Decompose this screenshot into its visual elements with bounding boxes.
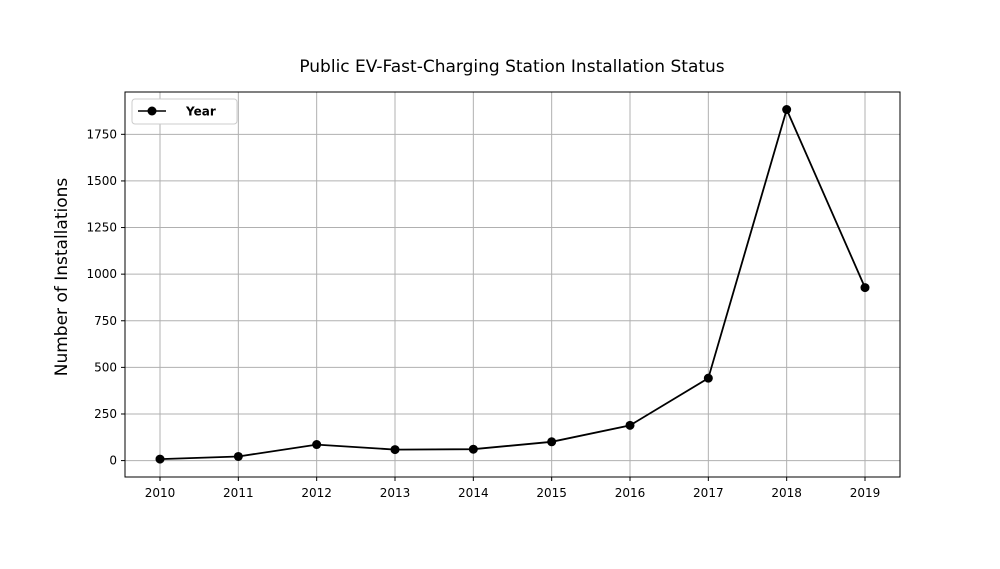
data-point [468, 444, 478, 454]
series-layer [155, 105, 870, 464]
legend-box [131, 98, 238, 125]
x-tick-label: 2011 [223, 486, 254, 500]
x-tick-label: 2012 [301, 486, 332, 500]
data-point [860, 283, 870, 293]
data-point [547, 437, 557, 447]
data-point [312, 440, 322, 450]
x-tick-label: 2010 [145, 486, 176, 500]
y-tick-label: 250 [94, 407, 117, 421]
x-tick-label: 2019 [850, 486, 881, 500]
y-tick-label: 500 [94, 360, 117, 374]
y-tick-label: 1750 [86, 127, 117, 141]
legend: Year [131, 98, 238, 125]
y-tick-label: 1500 [86, 174, 117, 188]
y-tick-label: 0 [109, 454, 117, 468]
data-point [155, 454, 165, 464]
y-tick-label: 750 [94, 314, 117, 328]
data-point [782, 105, 792, 115]
x-axis: 2010 2011 2012 2013 2014 2015 2016 2017 2018 2019 [145, 477, 881, 500]
data-point [390, 445, 400, 455]
chart-title: Public EV-Fast-Charging Station Installa… [299, 57, 724, 77]
x-tick-label: 2014 [458, 486, 489, 500]
legend-marker-swatch [147, 106, 157, 116]
series-line [159, 106, 866, 460]
y-tick-label: 1250 [86, 221, 117, 235]
y-tick-label: 1000 [86, 267, 117, 281]
x-tick-label: 2015 [536, 486, 567, 500]
x-tick-label: 2017 [693, 486, 724, 500]
data-point [233, 451, 243, 461]
plot-frame [124, 91, 901, 478]
x-tick-label: 2013 [380, 486, 411, 500]
data-point [625, 420, 635, 430]
data-point [703, 373, 713, 383]
y-axis: 0 250 500 750 1000 1250 1500 1750 [86, 127, 125, 468]
y-axis-label: Number of Installations [52, 178, 72, 377]
legend-label: Year [185, 105, 216, 119]
x-tick-label: 2018 [771, 486, 802, 500]
grid [125, 92, 900, 477]
x-tick-label: 2016 [615, 486, 646, 500]
